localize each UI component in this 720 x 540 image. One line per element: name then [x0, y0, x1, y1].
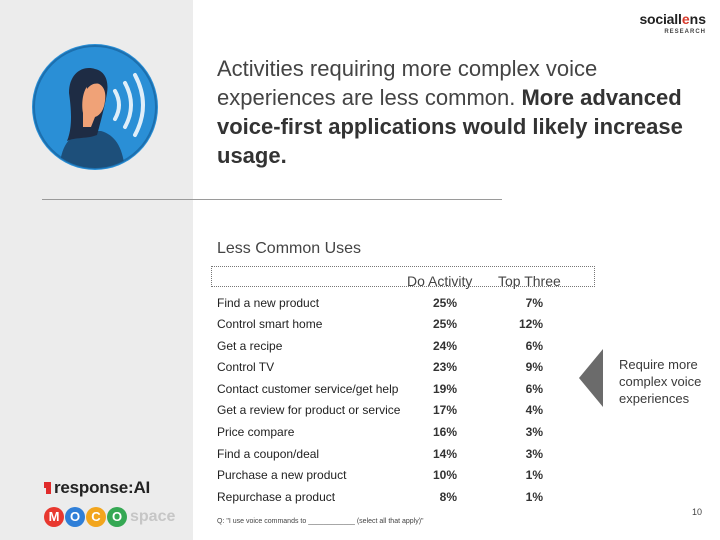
- row-top-three: 1%: [525, 468, 543, 482]
- row-activity: Contact customer service/get help: [217, 382, 399, 396]
- row-do-activity: 8%: [439, 490, 457, 504]
- row-top-three: 7%: [525, 296, 543, 310]
- table-row: Contact customer service/get help 19% 6%: [217, 382, 557, 400]
- row-top-three: 6%: [525, 339, 543, 353]
- social-lens-logo: sociallens RESEARCH: [630, 11, 706, 35]
- page-number: 10: [692, 507, 703, 517]
- table-row: Find a new product 25% 7%: [217, 296, 557, 314]
- row-top-three: 3%: [525, 425, 543, 439]
- moco-space-text: space: [130, 508, 176, 525]
- row-activity: Find a coupon/deal: [217, 447, 320, 461]
- column-header-do-activity: Do Activity: [407, 273, 473, 289]
- slide-headline: Activities requiring more complex voice …: [217, 54, 687, 170]
- moco-letter-c: C: [86, 507, 106, 527]
- table-row: Purchase a new product 10% 1%: [217, 468, 557, 486]
- row-top-three: 3%: [525, 447, 543, 461]
- callout-text: Require more complex voice experiences: [619, 357, 702, 406]
- row-activity: Get a review for product or service: [217, 403, 401, 417]
- moco-letter-m: M: [44, 507, 64, 527]
- row-activity: Find a new product: [217, 296, 320, 310]
- brand-research-text: RESEARCH: [664, 29, 706, 35]
- row-activity: Get a recipe: [217, 339, 283, 353]
- woman-speaking-icon: [32, 44, 158, 170]
- row-do-activity: 14%: [432, 447, 457, 461]
- mocospace-logo: M O C O space: [44, 506, 175, 528]
- row-activity: Repurchase a product: [217, 490, 336, 504]
- response-ai-logo: response:AI: [44, 478, 150, 498]
- row-do-activity: 16%: [432, 425, 457, 439]
- brand-social-text: social: [639, 11, 678, 27]
- row-do-activity: 19%: [432, 382, 457, 396]
- column-header-top-three: Top Three: [498, 273, 561, 289]
- row-activity: Control TV: [217, 360, 275, 374]
- brand-lens-l: l: [677, 11, 682, 27]
- section-title: Less Common Uses: [217, 240, 362, 257]
- row-do-activity: 25%: [432, 296, 457, 310]
- row-activity: Control smart home: [217, 317, 323, 331]
- moco-letter-o: O: [65, 507, 85, 527]
- row-top-three: 12%: [518, 317, 543, 331]
- response-ai-text: response:AI: [54, 478, 151, 497]
- table-row: Find a coupon/deal 14% 3%: [217, 447, 557, 465]
- headline-bold: More advanced voice-first applications w…: [217, 85, 683, 168]
- table-row: Price compare 16% 3%: [217, 425, 557, 443]
- divider-line: [42, 199, 502, 200]
- table-row: Repurchase a product 8% 1%: [217, 490, 557, 508]
- moco-letter-o2: O: [107, 507, 127, 527]
- table-row: Control smart home 25% 12%: [217, 317, 557, 335]
- survey-question-footnote: Q: "I use voice commands to ____________…: [217, 518, 424, 525]
- response-mark-icon: [44, 482, 51, 494]
- table-row: Control TV 23% 9%: [217, 360, 557, 378]
- row-top-three: 9%: [525, 360, 543, 374]
- row-top-three: 1%: [525, 490, 543, 504]
- table-header-box: [211, 266, 595, 287]
- row-do-activity: 24%: [432, 339, 457, 353]
- row-do-activity: 10%: [432, 468, 457, 482]
- callout-arrow-icon: [579, 349, 603, 407]
- row-top-three: 6%: [525, 382, 543, 396]
- row-do-activity: 23%: [432, 360, 457, 374]
- row-do-activity: 25%: [432, 317, 457, 331]
- row-activity: Price compare: [217, 425, 295, 439]
- row-activity: Purchase a new product: [217, 468, 347, 482]
- table-row: Get a review for product or service 17% …: [217, 403, 557, 421]
- row-do-activity: 17%: [432, 403, 457, 417]
- table-row: Get a recipe 24% 6%: [217, 339, 557, 357]
- row-top-three: 4%: [525, 403, 543, 417]
- brand-lens-rest: ns: [689, 11, 706, 27]
- brand-lens-e: e: [681, 11, 690, 27]
- headline-regular: Activities requiring more complex voice …: [217, 56, 598, 110]
